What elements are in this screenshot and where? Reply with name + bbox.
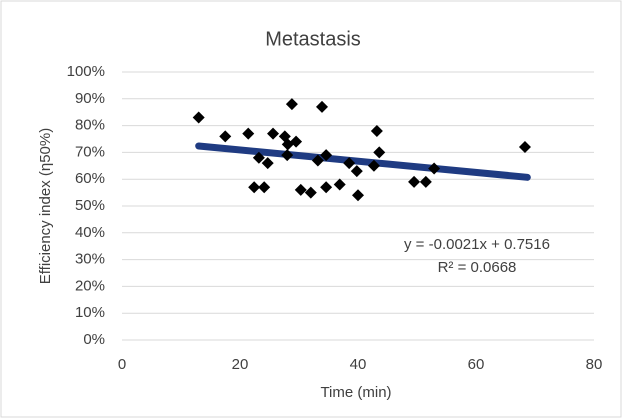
marker — [285, 98, 298, 111]
marker — [281, 149, 294, 162]
marker — [352, 189, 364, 202]
marker — [428, 162, 441, 175]
y-tick-label: 100% — [67, 63, 105, 80]
x-tick-label: 80 — [586, 356, 603, 373]
marker — [311, 154, 324, 167]
marker — [333, 178, 346, 191]
marker — [320, 149, 333, 162]
y-axis-label: Efficiency index (η50%) — [37, 128, 54, 284]
y-tick-label: 60% — [75, 170, 105, 187]
y-tick-label: 80% — [75, 117, 105, 134]
y-tick-label: 50% — [75, 197, 105, 214]
y-tick-label: 20% — [75, 277, 105, 294]
marker — [248, 181, 261, 194]
marker — [192, 111, 205, 124]
annotation: R² = 0.0668 — [438, 259, 517, 276]
x-tick-label: 40 — [350, 356, 367, 373]
y-tick-label: 40% — [75, 224, 105, 241]
marker — [408, 175, 421, 188]
y-tick-label: 70% — [75, 143, 105, 160]
marker — [258, 181, 271, 194]
marker — [370, 124, 383, 137]
x-tick-label: 0 — [118, 356, 126, 373]
y-tick-label: 10% — [75, 304, 105, 321]
marker — [290, 135, 303, 148]
trendline — [195, 142, 531, 181]
marker — [343, 157, 356, 170]
marker — [316, 100, 329, 113]
y-tick-label: 0% — [83, 331, 105, 348]
marker — [252, 151, 265, 164]
marker — [419, 175, 432, 188]
x-tick-label: 20 — [232, 356, 249, 373]
marker — [267, 127, 280, 140]
marker — [219, 130, 232, 143]
y-tick-label: 30% — [75, 251, 105, 268]
marker — [367, 159, 380, 172]
marker — [373, 146, 386, 159]
marker — [518, 141, 531, 154]
x-axis-label: Time (min) — [320, 384, 391, 401]
chart-title: Metastasis — [265, 28, 361, 50]
x-tick-label: 60 — [468, 356, 485, 373]
y-tick-label: 90% — [75, 90, 105, 107]
marker — [350, 165, 363, 178]
marker — [261, 157, 274, 170]
marker — [242, 127, 255, 140]
marker — [304, 186, 317, 199]
marker — [320, 181, 333, 194]
annotation: y = -0.0021x + 0.7516 — [404, 236, 550, 253]
marker — [294, 183, 307, 196]
